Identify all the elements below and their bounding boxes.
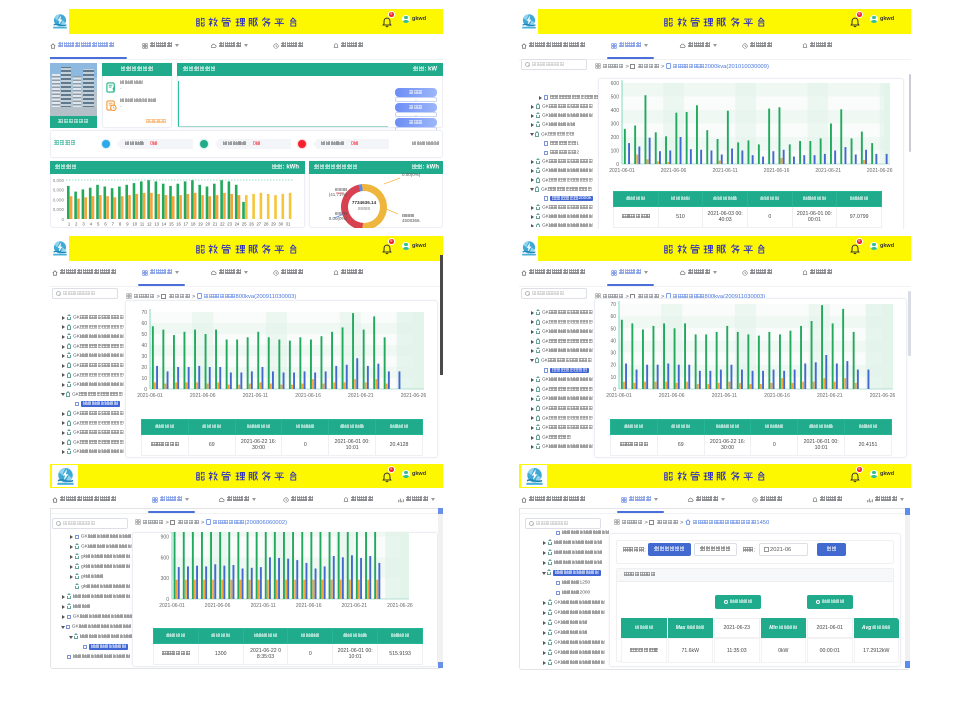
svg-text:2021-06-06: 2021-06-06 xyxy=(659,393,685,399)
svg-text:40: 40 xyxy=(141,343,147,349)
svg-text:400: 400 xyxy=(611,108,620,114)
svg-text:13: 13 xyxy=(154,222,159,227)
svg-text:27: 27 xyxy=(256,222,261,227)
svg-text:20: 20 xyxy=(141,365,147,371)
svg-text:0,000: 0,000 xyxy=(53,207,65,212)
svg-text:0,000: 0,000 xyxy=(53,197,65,202)
svg-text:40: 40 xyxy=(610,338,616,344)
svg-text:10: 10 xyxy=(132,222,137,227)
svg-text:24: 24 xyxy=(235,222,240,227)
svg-text:300: 300 xyxy=(611,122,620,128)
svg-text:0: 0 xyxy=(61,217,64,222)
svg-text:10: 10 xyxy=(141,376,147,382)
svg-text:2021-06-26: 2021-06-26 xyxy=(867,168,893,174)
svg-text:2021-06-01: 2021-06-01 xyxy=(609,168,635,174)
svg-text:12: 12 xyxy=(147,222,152,227)
svg-text:0,000: 0,000 xyxy=(53,188,65,193)
svg-text:18: 18 xyxy=(191,222,196,227)
svg-text:22: 22 xyxy=(220,222,225,227)
svg-text:20: 20 xyxy=(205,222,210,227)
svg-text:20: 20 xyxy=(610,363,616,369)
svg-text:600: 600 xyxy=(611,81,620,87)
svg-text:2021-06-11: 2021-06-11 xyxy=(712,393,737,399)
svg-text:2021-06-16: 2021-06-16 xyxy=(764,393,790,399)
svg-text:0: 0 xyxy=(144,387,147,393)
svg-text:200: 200 xyxy=(611,135,620,141)
svg-text:4: 4 xyxy=(90,222,93,227)
svg-text:9: 9 xyxy=(126,222,129,227)
svg-text:2021-06-11: 2021-06-11 xyxy=(243,393,268,399)
svg-text:2021-06-26: 2021-06-26 xyxy=(401,393,427,399)
svg-text:2021-06-11: 2021-06-11 xyxy=(251,603,276,609)
svg-text:29: 29 xyxy=(271,222,276,227)
svg-text:10: 10 xyxy=(610,375,616,381)
svg-text:1: 1 xyxy=(68,222,71,227)
svg-text:2021-06-01: 2021-06-01 xyxy=(606,393,632,399)
svg-text:2021-06-01: 2021-06-01 xyxy=(159,603,185,609)
svg-text:16: 16 xyxy=(176,222,181,227)
svg-text:2021-06-06: 2021-06-06 xyxy=(190,393,216,399)
svg-text:100: 100 xyxy=(611,149,620,155)
svg-text:50: 50 xyxy=(610,326,616,332)
svg-text:11: 11 xyxy=(140,222,145,227)
svg-text:500: 500 xyxy=(611,95,620,101)
svg-text:2021-06-21: 2021-06-21 xyxy=(815,168,841,174)
svg-text:2: 2 xyxy=(75,222,78,227)
svg-text:2021-06-21: 2021-06-21 xyxy=(817,393,843,399)
svg-text:2021-06-16: 2021-06-16 xyxy=(764,168,790,174)
svg-text:60: 60 xyxy=(610,314,616,320)
svg-text:0: 0 xyxy=(616,162,619,168)
svg-text:300: 300 xyxy=(161,576,170,582)
svg-text:23: 23 xyxy=(227,222,232,227)
svg-text:25: 25 xyxy=(242,222,247,227)
svg-text:2021-06-11: 2021-06-11 xyxy=(712,168,737,174)
svg-text:0: 0 xyxy=(613,387,616,393)
svg-text:15: 15 xyxy=(169,222,174,227)
svg-text:21: 21 xyxy=(213,222,218,227)
svg-text:8: 8 xyxy=(119,222,122,227)
svg-text:60: 60 xyxy=(141,321,147,327)
svg-text:0: 0 xyxy=(166,597,169,603)
svg-text:50: 50 xyxy=(141,332,147,338)
svg-text:3: 3 xyxy=(82,222,85,227)
svg-text:17: 17 xyxy=(183,222,188,227)
svg-text:2021-06-26: 2021-06-26 xyxy=(870,393,896,399)
svg-text:600: 600 xyxy=(161,555,170,561)
svg-text:5: 5 xyxy=(97,222,100,227)
svg-text:2021-06-21: 2021-06-21 xyxy=(342,603,368,609)
svg-text:7: 7 xyxy=(112,222,115,227)
svg-text:2021-06-16: 2021-06-16 xyxy=(295,393,321,399)
svg-text:31: 31 xyxy=(286,222,291,227)
svg-text:2021-06-26: 2021-06-26 xyxy=(387,603,413,609)
svg-text:19: 19 xyxy=(198,222,203,227)
svg-text:2021-06-16: 2021-06-16 xyxy=(296,603,322,609)
svg-text:2021-06-06: 2021-06-06 xyxy=(205,603,231,609)
svg-text:900: 900 xyxy=(161,535,170,541)
svg-text:28: 28 xyxy=(264,222,269,227)
svg-text:30: 30 xyxy=(278,222,283,227)
svg-text:30: 30 xyxy=(141,354,147,360)
svg-text:2021-06-21: 2021-06-21 xyxy=(348,393,374,399)
svg-text:2021-06-06: 2021-06-06 xyxy=(661,168,687,174)
svg-text:30: 30 xyxy=(610,351,616,357)
svg-text:2021-06-01: 2021-06-01 xyxy=(137,393,163,399)
svg-text:70: 70 xyxy=(610,302,616,308)
svg-text:70: 70 xyxy=(141,310,147,316)
svg-text:6: 6 xyxy=(104,222,107,227)
svg-text:0,000: 0,000 xyxy=(53,178,65,183)
svg-text:14: 14 xyxy=(162,222,167,227)
svg-text:26: 26 xyxy=(249,222,254,227)
